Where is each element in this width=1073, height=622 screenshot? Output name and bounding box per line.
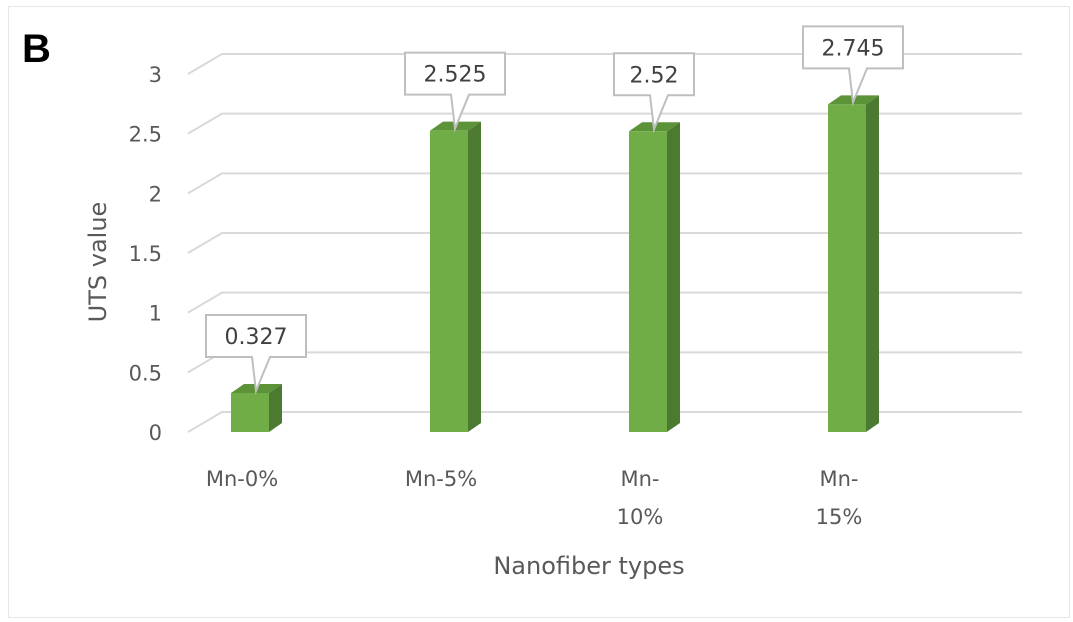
x-tick-label: Mn- 10% <box>617 467 664 529</box>
gridline <box>187 411 1022 433</box>
gridline <box>187 232 1022 254</box>
x-tick-label: Mn-0% <box>206 467 278 491</box>
x-tick-label-line: Mn- <box>620 467 659 491</box>
chart-frame <box>8 6 1070 618</box>
bar <box>629 131 667 432</box>
y-axis-ticks: 0 0.5 1 1.5 2 2.5 3 <box>129 63 162 445</box>
x-axis-title: Nanofiber types <box>493 552 684 580</box>
panel-label: B <box>22 27 51 71</box>
gridline <box>187 112 1022 135</box>
bar-side <box>866 95 879 433</box>
bar-side <box>269 383 282 432</box>
data-label: 2.745 <box>822 36 885 61</box>
y-tick-label: 1 <box>149 302 162 326</box>
x-tick-label-line: Mn-5% <box>405 467 477 491</box>
data-label-callout <box>205 313 307 395</box>
data-label-callout <box>802 25 904 107</box>
x-tick-label-line: 10% <box>617 505 664 529</box>
bar <box>430 130 468 432</box>
data-label: 2.52 <box>630 63 679 88</box>
y-tick-label: 3 <box>149 63 162 87</box>
y-tick-label: 0.5 <box>129 361 162 385</box>
data-label-callout <box>404 51 506 133</box>
data-label: 0.327 <box>225 325 288 350</box>
y-tick-label: 2 <box>149 182 162 206</box>
x-tick-label: Mn-5% <box>405 467 477 491</box>
data-labels: 0.327 2.525 2.52 2.745 <box>205 25 904 395</box>
data-label: 2.525 <box>424 63 487 88</box>
x-tick-label-line: Mn-0% <box>206 467 278 491</box>
bar <box>231 392 269 432</box>
bar-side <box>468 121 481 432</box>
x-tick-label: Mn- 15% <box>816 467 863 529</box>
gridline <box>187 291 1022 314</box>
bar-side <box>667 122 680 432</box>
gridlines <box>187 53 1022 433</box>
gridline <box>187 172 1022 195</box>
gridline <box>187 351 1022 374</box>
x-axis-ticks: Mn-0% Mn-5% Mn- 10% Mn- 15% <box>206 467 863 529</box>
data-label-callout <box>613 52 695 134</box>
y-axis-title: UTS value <box>84 202 112 323</box>
gridline <box>187 53 1022 75</box>
x-tick-label-line: Mn- <box>819 467 858 491</box>
bars <box>231 95 879 433</box>
y-tick-label: 2.5 <box>129 123 162 147</box>
y-tick-label: 0 <box>149 421 162 445</box>
y-tick-label: 1.5 <box>129 242 162 266</box>
x-tick-label-line: 15% <box>816 505 863 529</box>
bar <box>828 104 866 433</box>
